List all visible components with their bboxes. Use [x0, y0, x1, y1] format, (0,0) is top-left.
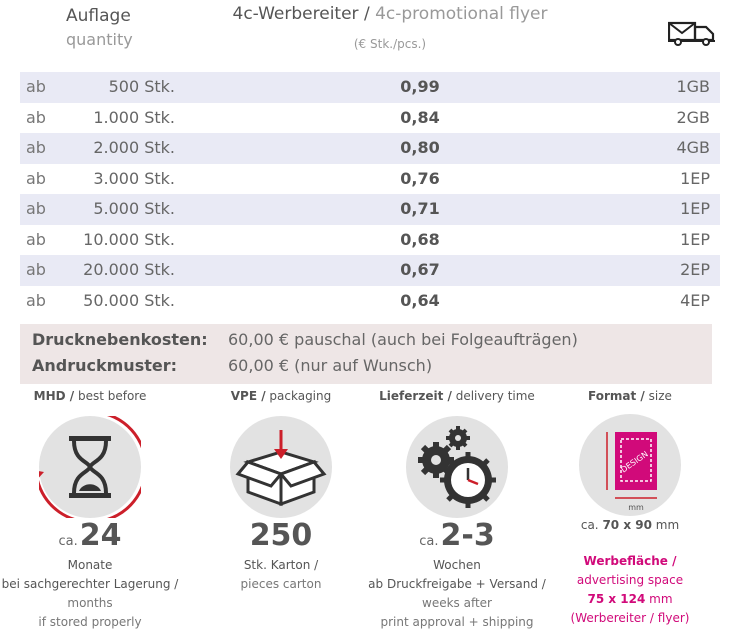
table-row: ab 20.000 Stk. 0,67 2EP	[20, 255, 720, 286]
row-shipping: 1EP	[680, 229, 710, 249]
setup-cost-value: 60,00 € pauschal (auch bei Folgeaufträge…	[228, 330, 578, 349]
packaging-description: Stk. Karton / pieces carton	[240, 558, 322, 591]
product-header: 4c-Werbereiter / 4c-promotional flyer	[200, 4, 580, 24]
row-shipping: 4GB	[676, 138, 710, 157]
row-prefix: ab	[26, 168, 46, 188]
row-prefix: ab	[26, 199, 46, 218]
format-size-icon: DESIGN mm	[579, 414, 681, 516]
packaging-title: VPE / packaging	[230, 389, 332, 403]
packaging-info: VPE / packaging 250 Stk. Karton / pieces…	[191, 386, 371, 591]
setup-cost-label: Drucknebenkosten:	[32, 330, 208, 349]
delivery-time-info: Lieferzeit / delivery time	[367, 386, 547, 629]
row-quantity: 20.000 Stk.	[83, 260, 175, 279]
box-icon	[230, 416, 332, 518]
row-shipping: 1EP	[680, 199, 710, 218]
truck-mail-icon	[668, 21, 715, 46]
row-price: 0,76	[400, 168, 440, 188]
delivery-time-value: ca.2-3	[419, 518, 495, 553]
best-before-value: ca.24	[58, 518, 122, 553]
product-info-section: MHD / best before ca.24 Monate bei sachg…	[0, 386, 730, 634]
svg-text:mm: mm	[628, 503, 644, 512]
row-price: 0,68	[400, 229, 440, 249]
row-quantity: 3.000 Stk.	[93, 168, 175, 188]
table-row: ab 500 Stk. 0,99 1GB	[20, 72, 720, 103]
row-shipping: 1GB	[676, 77, 710, 96]
delivery-time-description: Wochen ab Druckfreigabe + Versand / week…	[368, 558, 546, 629]
row-shipping: 4EP	[680, 290, 710, 310]
row-quantity: 2.000 Stk.	[93, 138, 175, 157]
best-before-info: MHD / best before ca.24 Monate bei sachg…	[0, 386, 180, 629]
product-header-en: 4c-promotional flyer	[375, 4, 548, 24]
row-price: 0,64	[400, 290, 440, 310]
row-price: 0,84	[400, 107, 440, 127]
row-quantity: 10.000 Stk.	[83, 229, 175, 249]
best-before-description: Monate bei sachgerechter Lagerung / mont…	[1, 558, 179, 629]
best-before-title: MHD / best before	[33, 389, 147, 403]
row-prefix: ab	[26, 260, 46, 279]
row-price: 0,67	[400, 260, 440, 279]
extra-costs-box: Drucknebenkosten: 60,00 € pauschal (auch…	[20, 324, 712, 384]
gears-clock-icon	[406, 416, 508, 518]
price-table: ab 500 Stk. 0,99 1GB ab 1.000 Stk. 0,84 2GB ab 2.…	[20, 72, 720, 316]
table-row: ab 5.000 Stk. 0,71 1EP	[20, 194, 720, 225]
price-unit: (€ Stk./pcs.)	[353, 37, 427, 51]
quantity-column-header: Auflage quantity	[66, 6, 133, 50]
row-prefix: ab	[26, 229, 46, 249]
table-row: ab 10.000 Stk. 0,68 1EP	[20, 225, 720, 256]
hourglass-icon	[39, 416, 141, 518]
table-row: ab 2.000 Stk. 0,80 4GB	[20, 133, 720, 164]
format-title: Format / size	[588, 389, 672, 403]
row-shipping: 1EP	[680, 168, 710, 188]
row-quantity: 500 Stk.	[108, 77, 175, 96]
row-prefix: ab	[26, 107, 46, 127]
row-prefix: ab	[26, 138, 46, 157]
row-prefix: ab	[26, 290, 46, 310]
format-size-value: ca. 70 x 90 mm	[580, 518, 680, 532]
row-price: 0,71	[400, 199, 440, 218]
proof-value: 60,00 € (nur auf Wunsch)	[228, 356, 433, 375]
row-shipping: 2GB	[676, 107, 710, 127]
row-price: 0,80	[400, 138, 440, 157]
advertising-space-description: Werbefläche / advertising space 75 x 124…	[570, 554, 690, 625]
row-quantity: 50.000 Stk.	[83, 290, 175, 310]
table-row: ab 50.000 Stk. 0,64 4EP	[20, 286, 720, 317]
proof-label: Andruckmuster:	[32, 356, 178, 375]
product-header-de: 4c-Werbereiter /	[232, 4, 370, 24]
quantity-header-de: Auflage	[66, 6, 131, 26]
row-prefix: ab	[26, 77, 46, 96]
row-shipping: 2EP	[680, 260, 710, 279]
row-price: 0,99	[400, 77, 440, 96]
packaging-value: 250	[249, 518, 313, 553]
table-row: ab 3.000 Stk. 0,76 1EP	[20, 164, 720, 195]
table-row: ab 1.000 Stk. 0,84 2GB	[20, 103, 720, 134]
format-info: Format / size DESIGN mm ca. 70 x 90 mm W…	[540, 386, 720, 625]
delivery-time-title: Lieferzeit / delivery time	[379, 389, 535, 403]
table-header: Auflage quantity 4c-Werbereiter / 4c-pro…	[0, 0, 730, 62]
row-quantity: 1.000 Stk.	[93, 107, 175, 127]
quantity-header-en: quantity	[66, 30, 133, 49]
row-quantity: 5.000 Stk.	[93, 199, 175, 218]
